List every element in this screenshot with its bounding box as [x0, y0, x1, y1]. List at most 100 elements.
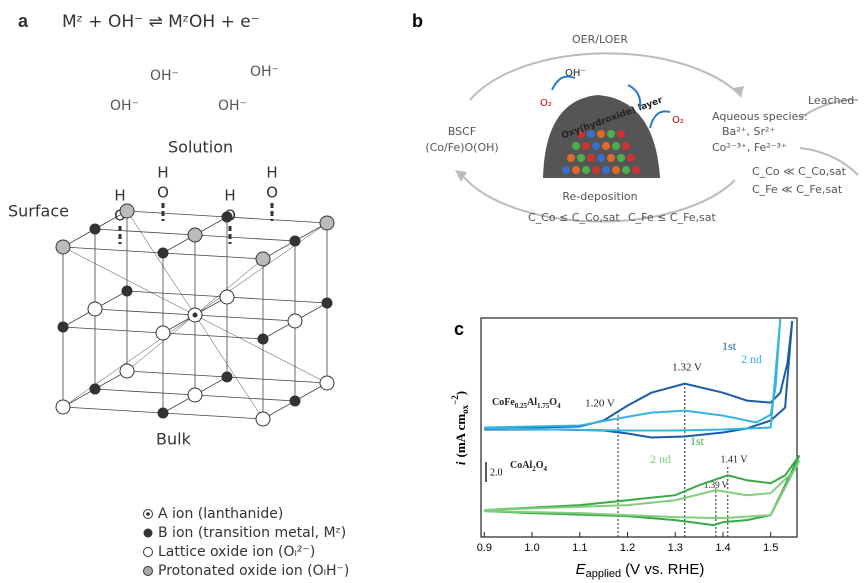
- bond: [195, 235, 295, 241]
- formula-part: Al: [527, 397, 537, 408]
- x-tick-label: 1.0: [524, 542, 539, 554]
- atom: [120, 364, 134, 378]
- x-label-rest: (V vs. RHE): [625, 561, 704, 578]
- hydrogen: H: [266, 164, 277, 182]
- y-label-unit: (mA cm: [453, 414, 468, 458]
- bond: [195, 259, 263, 315]
- bond: [227, 217, 327, 223]
- legend-text: Lattice oxide ion (Oₗ²⁻): [158, 544, 315, 560]
- atom: [622, 142, 630, 150]
- y-label-close: ): [453, 391, 468, 395]
- bond: [195, 315, 295, 321]
- atom: [612, 166, 620, 174]
- hydrogen: H: [157, 164, 168, 182]
- atom: [222, 372, 232, 382]
- panel-label: c: [454, 319, 464, 339]
- atom: [222, 212, 232, 222]
- y-label-sup: −2: [450, 395, 460, 405]
- equation: Mᶻ + OH⁻ ⇌ MᶻOH + e⁻: [62, 12, 260, 32]
- bond: [195, 223, 327, 315]
- atom: [577, 154, 585, 162]
- legend-text: B ion (transition metal, Mᶻ): [158, 525, 346, 541]
- ion: OH⁻: [250, 64, 279, 80]
- atom: [288, 314, 302, 328]
- atom: [607, 130, 615, 138]
- sample-label: CoAl2O4: [510, 460, 548, 472]
- panel-c: c Eapplied(V vs. RHE) i(mA cmox−2) 1.20 …: [450, 318, 799, 580]
- bond: [163, 413, 263, 419]
- atom: [582, 166, 590, 174]
- panel-b: b OER/LOER BSCF (Co/Fe)O(OH) Aqueous spe…: [412, 11, 858, 224]
- leached-label: Leached: [808, 94, 854, 107]
- oxygen: O: [157, 184, 169, 202]
- bond: [95, 309, 195, 315]
- annotation: 1.41 V: [720, 454, 748, 465]
- y-label-main: i: [453, 461, 468, 465]
- bond: [63, 247, 163, 253]
- right-line: Ba²⁺, Sr²⁺: [722, 125, 775, 138]
- x-tick-label: 1.5: [763, 542, 778, 554]
- atom: [632, 166, 640, 174]
- scale-bar-label: 2.0: [490, 467, 503, 478]
- atom: [56, 240, 70, 254]
- atom: [592, 166, 600, 174]
- atom: [290, 396, 300, 406]
- top-label: OER/LOER: [572, 33, 628, 46]
- atom: [612, 142, 620, 150]
- atom: [220, 290, 234, 304]
- right-line: Co²⁻³⁺, Fe²⁻³⁺: [712, 141, 787, 154]
- bond: [63, 327, 163, 333]
- ion: OH⁻: [110, 98, 139, 114]
- left-label: (Co/Fe)O(OH): [425, 141, 498, 154]
- panel-label: a: [18, 11, 29, 31]
- legend: A ion (lanthanide) B ion (transition met…: [144, 506, 350, 579]
- bond: [195, 315, 327, 383]
- atom: [256, 252, 270, 266]
- legend-text: Protonated oxide ion (OₗH⁻): [158, 563, 349, 579]
- atom: [58, 322, 68, 332]
- left-label: BSCF: [448, 125, 476, 138]
- bond: [195, 315, 263, 419]
- annotation: 1.20 V: [585, 398, 615, 410]
- atom: [617, 130, 625, 138]
- hydrogen: H: [224, 187, 235, 205]
- bond: [195, 395, 295, 401]
- condition: C_Fe ≤ C_Fe,sat: [628, 211, 717, 224]
- x-tick-label: 1.1: [572, 542, 587, 554]
- atom: [582, 142, 590, 150]
- solution-label: Solution: [168, 138, 233, 157]
- panel-label: b: [412, 11, 423, 31]
- x-tick-label: 1.4: [715, 542, 730, 554]
- atom: [602, 166, 610, 174]
- bond: [95, 229, 195, 235]
- redeposition-label: Re-deposition: [562, 190, 637, 203]
- species: O₂: [672, 115, 684, 126]
- right-title: Aqueous species:: [712, 110, 808, 123]
- atom: [120, 204, 134, 218]
- atom: [90, 224, 100, 234]
- annotation: 1st: [722, 339, 737, 353]
- hydrogen: H: [114, 187, 125, 205]
- annotation: 2 nd: [650, 452, 671, 466]
- x-tick-label: 1.3: [668, 542, 683, 554]
- atom: [258, 334, 268, 344]
- annotation: 1.32 V: [672, 362, 702, 374]
- oxygen: O: [266, 184, 278, 202]
- bond: [63, 407, 163, 413]
- bond: [127, 315, 195, 371]
- atom: [188, 388, 202, 402]
- panel-a: a Mᶻ + OH⁻ ⇌ MᶻOH + e⁻ OH⁻ OH⁻ OH⁻ OH⁻ S…: [8, 11, 349, 579]
- ion: OH⁻: [218, 98, 247, 114]
- atom: [158, 248, 168, 258]
- condition: C_Co ≤ C_Co,sat: [528, 211, 620, 224]
- crystal: HOHOHOHO: [56, 164, 334, 427]
- atom: [572, 142, 580, 150]
- legend-symbol: [144, 529, 153, 538]
- formula-part: 1.75: [537, 402, 550, 410]
- atom: [602, 142, 610, 150]
- bond: [127, 291, 227, 297]
- surface-label: Surface: [8, 202, 69, 221]
- atom: [322, 298, 332, 308]
- atom: [567, 154, 575, 162]
- legend-symbol: [144, 567, 153, 576]
